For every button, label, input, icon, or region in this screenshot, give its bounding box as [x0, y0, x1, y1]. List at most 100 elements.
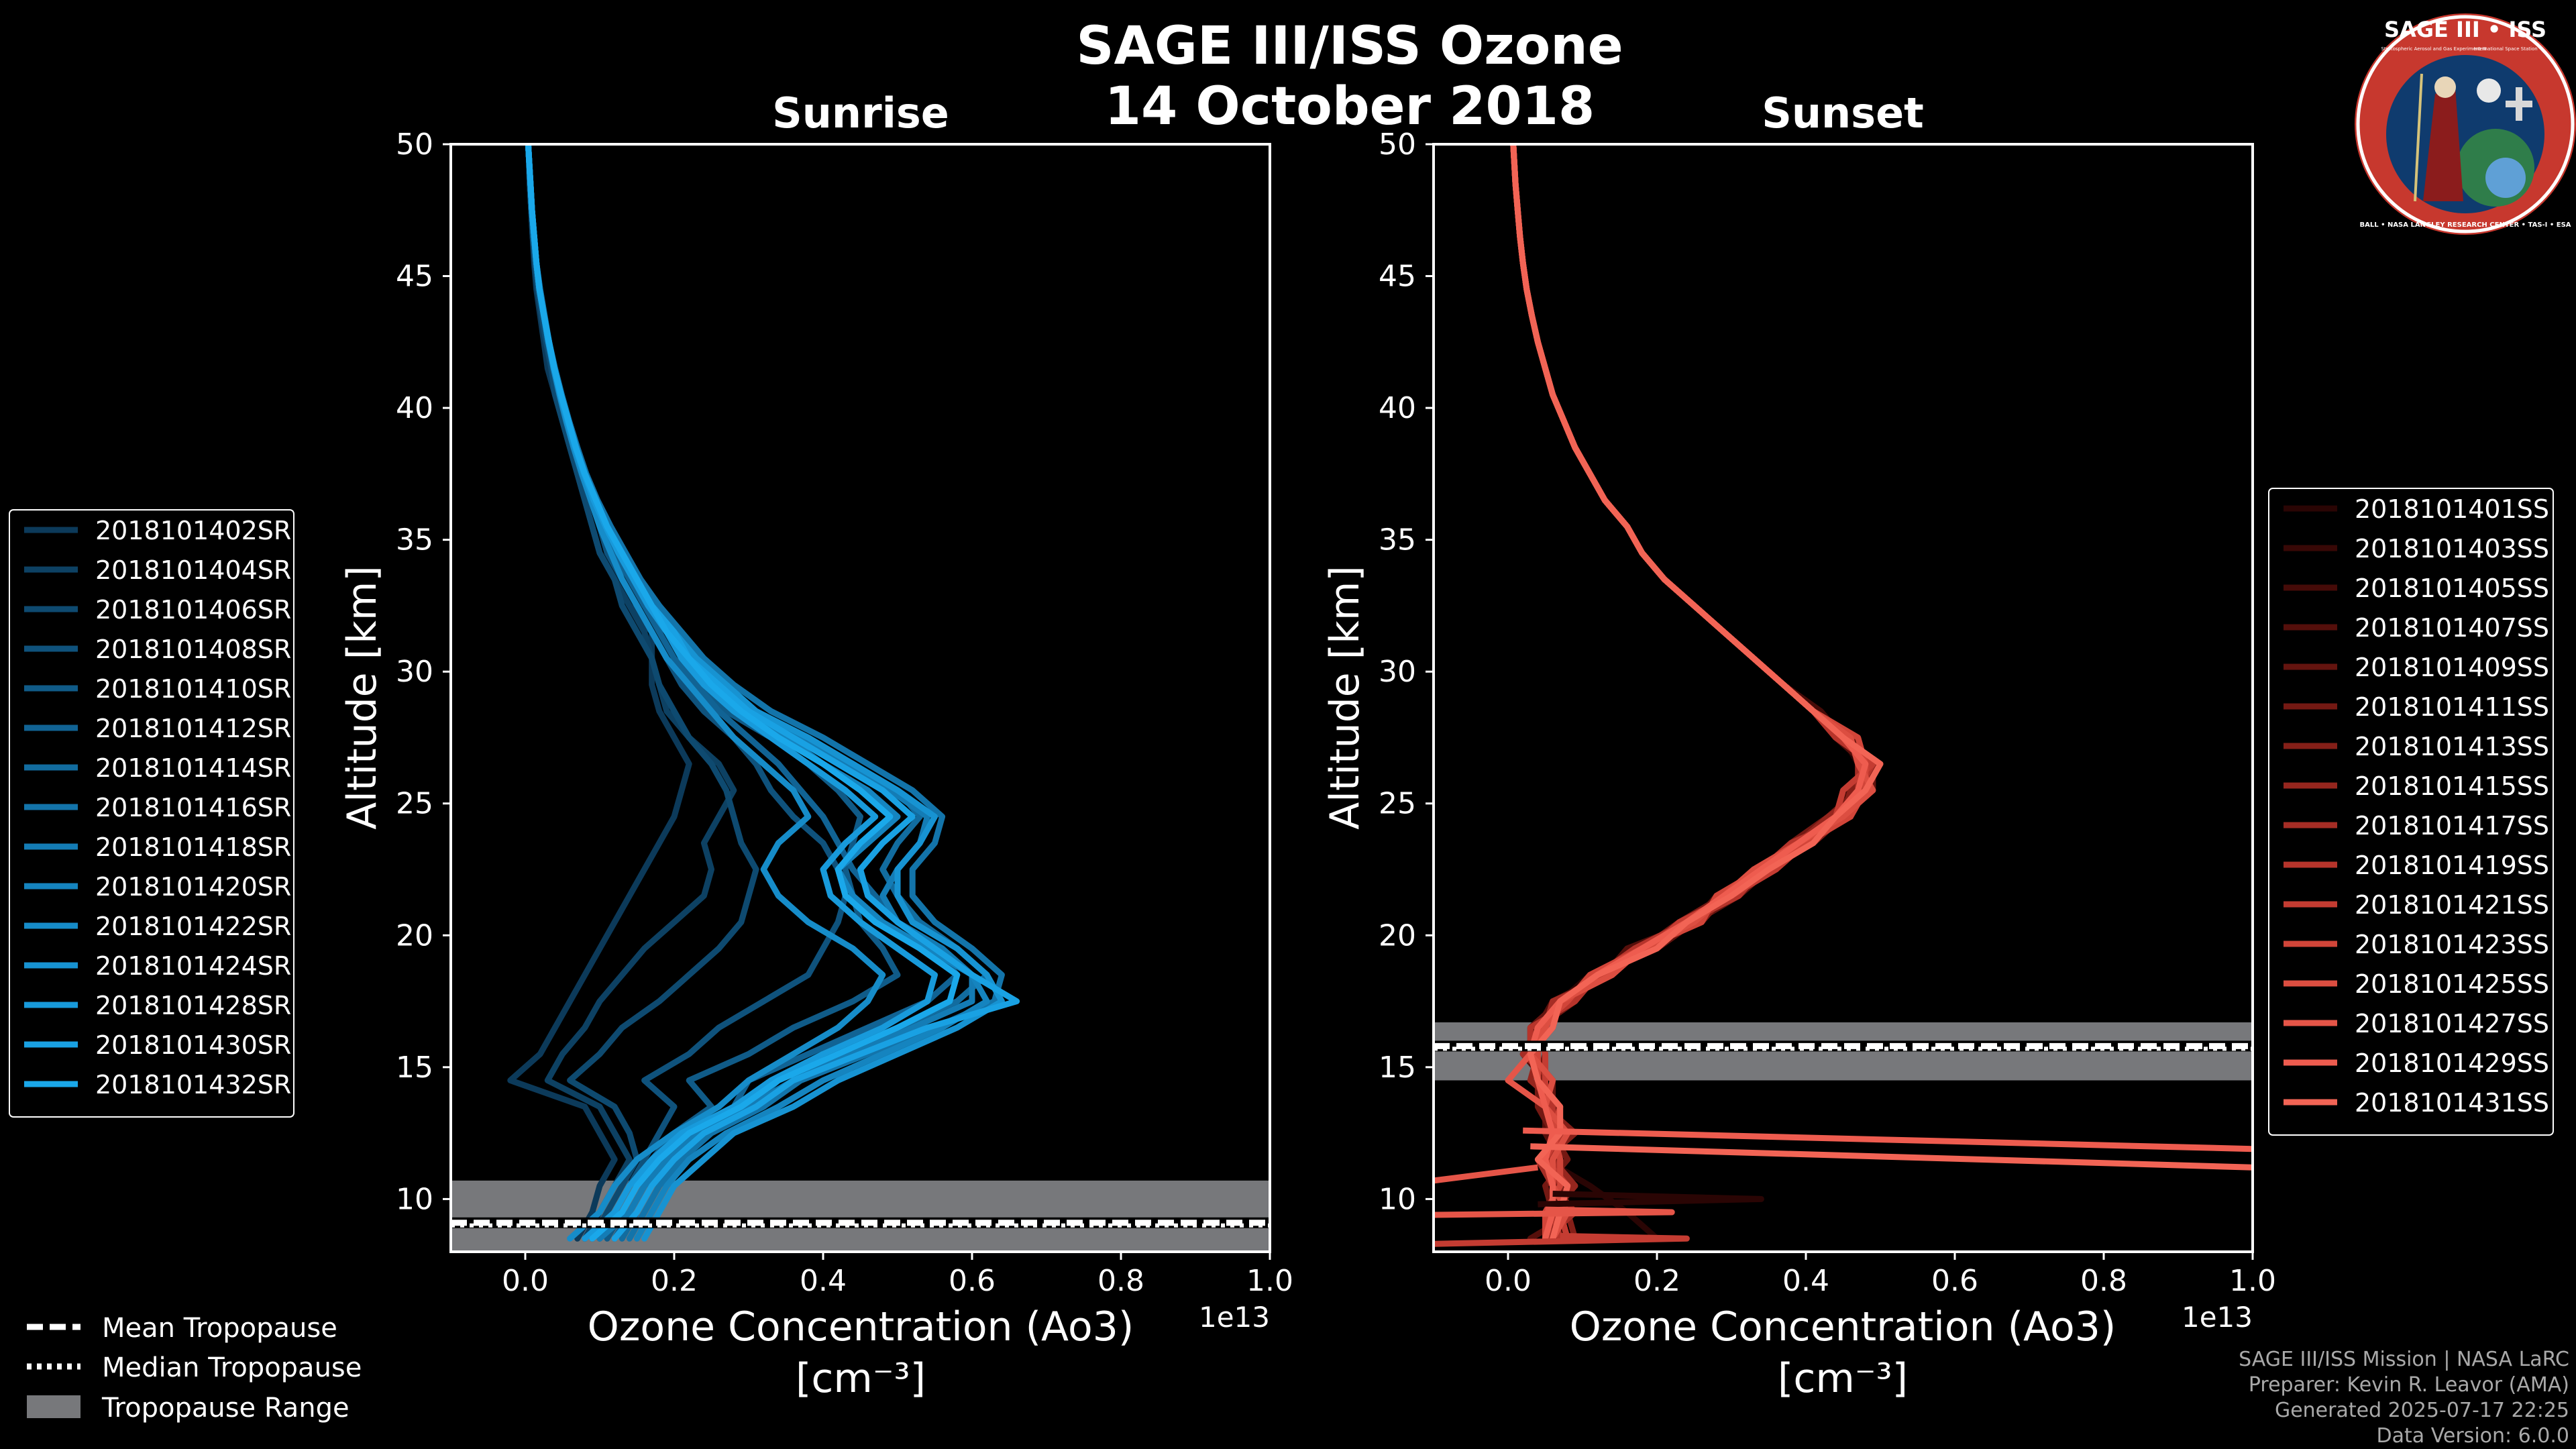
- series-line-2018101432SR: [525, 144, 961, 1242]
- sage-iii-iss-mission-logo: SAGE III • ISS Stratospheric Aerosol and…: [2355, 13, 2576, 235]
- sunrise-plot-frame: [449, 143, 1271, 1253]
- sr-y-tick-label: 35: [396, 523, 433, 557]
- sr-y-tick-label: 40: [396, 391, 433, 425]
- sr-y-tick-label: 10: [396, 1182, 433, 1216]
- sunset-y-label: Altitude [km]: [1322, 566, 1368, 830]
- sunset-x-scale: 1e13: [2182, 1301, 2253, 1334]
- sunset-chart: 0.0 0.2 0.4 0.6 0.8 1.0 10 15 20 25 30 35 40 45 50 1e1…: [1322, 127, 2276, 1402]
- legend-label-2018101403SS: 2018101403SS: [2355, 534, 2549, 564]
- legend-label-2018101425SS: 2018101425SS: [2355, 969, 2549, 999]
- sr-y-tick-label: 50: [396, 127, 433, 162]
- ss-y-tick-label: 15: [1379, 1051, 1416, 1085]
- mean-tropopause-label: Mean Tropopause: [102, 1313, 337, 1344]
- logo-ring-text: BALL • NASA LANGLEY RESEARCH CENTER • TA…: [2359, 221, 2571, 229]
- sr-x-tick-label: 0.2: [651, 1264, 698, 1298]
- sunrise-panel-title: Sunrise: [772, 89, 949, 138]
- footer-credits: SAGE III/ISS Mission | NASA LaRC Prepare…: [2239, 1347, 2569, 1449]
- figure-date: 14 October 2018: [1105, 76, 1595, 137]
- legend-label-2018101430SR: 2018101430SR: [95, 1030, 291, 1060]
- sr-x-tick-label: 0.4: [800, 1264, 847, 1298]
- sunset-panel-title: Sunset: [1762, 89, 1924, 138]
- legend-label-2018101407SS: 2018101407SS: [2355, 613, 2549, 643]
- logo-subtitle-left: Stratospheric Aerosol and Gas Experiment…: [2381, 46, 2486, 52]
- sr-legend-frame: [9, 509, 294, 1118]
- legend-label-2018101421SS: 2018101421SS: [2355, 890, 2549, 920]
- tropopause-legend: Mean Tropopause Median Tropopause Tropop…: [27, 1313, 362, 1424]
- tropopause-range-swatch: [27, 1395, 80, 1418]
- legend-label-2018101424SR: 2018101424SR: [95, 951, 291, 981]
- sr-x-tick-label: 0.6: [949, 1264, 996, 1298]
- series-line-2018101418SR: [525, 144, 975, 1242]
- footer-data-version: Data Version: 6.0.0: [2376, 1424, 2569, 1448]
- sr-y-tick-label: 25: [396, 787, 433, 821]
- sunrise-y-label: Altitude [km]: [339, 566, 386, 830]
- legend-label-2018101418SR: 2018101418SR: [95, 833, 291, 862]
- legend-label-2018101423SS: 2018101423SS: [2355, 930, 2549, 959]
- legend-label-2018101429SS: 2018101429SS: [2355, 1049, 2549, 1078]
- legend-label-2018101404SR: 2018101404SR: [95, 555, 291, 585]
- sunrise-x-unit: [cm⁻³]: [796, 1355, 926, 1402]
- sr-x-tick-label: 1.0: [1246, 1264, 1293, 1298]
- ss-spike-line-5: [1434, 1232, 1690, 1247]
- legend-label-2018101401SS: 2018101401SS: [2355, 494, 2549, 524]
- footer-mission: SAGE III/ISS Mission | NASA LaRC: [2239, 1348, 2569, 1371]
- legend-label-2018101410SR: 2018101410SR: [95, 674, 291, 704]
- sr-y-tick-label: 45: [396, 260, 433, 294]
- ss-y-tick-label: 40: [1379, 391, 1416, 425]
- legend-label-2018101405SS: 2018101405SS: [2355, 574, 2549, 603]
- legend-label-2018101408SR: 2018101408SR: [95, 635, 291, 664]
- series-line-2018101431SS: [1510, 144, 1884, 1242]
- ss-x-tick-label: 0.4: [1782, 1264, 1829, 1298]
- sr-y-tick-label: 30: [396, 655, 433, 689]
- ss-spike-line-2: [1434, 1164, 1538, 1184]
- legend-label-2018101420SR: 2018101420SR: [95, 872, 291, 902]
- sunset-x-label: Ozone Concentration (Ao3): [1570, 1303, 2116, 1350]
- ss-x-tick-label: 1.0: [2229, 1264, 2276, 1298]
- footer-preparer: Preparer: Kevin R. Leavor (AMA): [2248, 1373, 2569, 1397]
- sunrise-chart: 0.0 0.2 0.4 0.6 0.8 1.0 10 15 20 25 30 35 40 45 50 1e1…: [339, 127, 1293, 1402]
- tropopause-range-label: Tropopause Range: [101, 1393, 350, 1424]
- legend-label-2018101415SS: 2018101415SS: [2355, 771, 2549, 801]
- sunrise-x-scale: 1e13: [1199, 1301, 1270, 1334]
- ss-y-tick-label: 20: [1379, 918, 1416, 953]
- legend-label-2018101406SR: 2018101406SR: [95, 595, 291, 625]
- legend-label-2018101427SS: 2018101427SS: [2355, 1009, 2549, 1038]
- legend-label-2018101409SS: 2018101409SS: [2355, 653, 2549, 682]
- ss-spike-line-4: [1434, 1206, 1675, 1218]
- ss-x-tick-label: 0.8: [2080, 1264, 2127, 1298]
- ss-spike-line-1: [1523, 1127, 2253, 1152]
- legend-label-2018101422SR: 2018101422SR: [95, 912, 291, 941]
- ss-x-tick-label: 0.2: [1633, 1264, 1680, 1298]
- ss-y-tick-label: 45: [1379, 260, 1416, 294]
- footer-generated: Generated 2025-07-17 22:25: [2274, 1399, 2569, 1422]
- sunrise-x-label: Ozone Concentration (Ao3): [588, 1303, 1134, 1350]
- ss-y-tick-label: 30: [1379, 655, 1416, 689]
- ss-spike-line-0: [1530, 1143, 2253, 1171]
- sunset-plot-frame: [1432, 143, 2254, 1253]
- ss-y-tick-label: 50: [1379, 127, 1416, 162]
- ss-y-tick-label: 25: [1379, 787, 1416, 821]
- sr-x-tick-label: 0.0: [502, 1264, 549, 1298]
- sunset-legend: 2018101401SS 2018101403SS 2018101405SS 2018…: [2268, 488, 2554, 1136]
- ss-y-tick-label: 10: [1379, 1182, 1416, 1216]
- ss-y-tick-label: 35: [1379, 523, 1416, 557]
- legend-label-2018101432SR: 2018101432SR: [95, 1070, 291, 1099]
- ss-legend-frame: [2268, 488, 2554, 1136]
- legend-label-2018101413SS: 2018101413SS: [2355, 732, 2549, 761]
- logo-title: SAGE III • ISS: [2384, 17, 2546, 42]
- legend-label-2018101414SR: 2018101414SR: [95, 753, 291, 783]
- sr-x-tick-label: 0.8: [1097, 1264, 1144, 1298]
- sunset-x-unit: [cm⁻³]: [1778, 1355, 1908, 1402]
- legend-label-2018101416SR: 2018101416SR: [95, 793, 291, 822]
- legend-label-2018101412SR: 2018101412SR: [95, 714, 291, 743]
- legend-label-2018101411SS: 2018101411SS: [2355, 692, 2549, 722]
- legend-label-2018101428SR: 2018101428SR: [95, 991, 291, 1020]
- sunrise-legend: 2018101402SR 2018101404SR 2018101406SR 2018…: [9, 509, 294, 1118]
- legend-label-2018101419SS: 2018101419SS: [2355, 851, 2549, 880]
- median-tropopause-label: Median Tropopause: [102, 1352, 362, 1383]
- sr-tropopause-range-band: [451, 1180, 1270, 1252]
- ss-x-tick-label: 0.0: [1485, 1264, 1532, 1298]
- series-line-2018101430SR: [525, 144, 1020, 1242]
- figure-title: SAGE III/ISS Ozone: [1076, 16, 1623, 76]
- legend-label-2018101402SR: 2018101402SR: [95, 516, 291, 545]
